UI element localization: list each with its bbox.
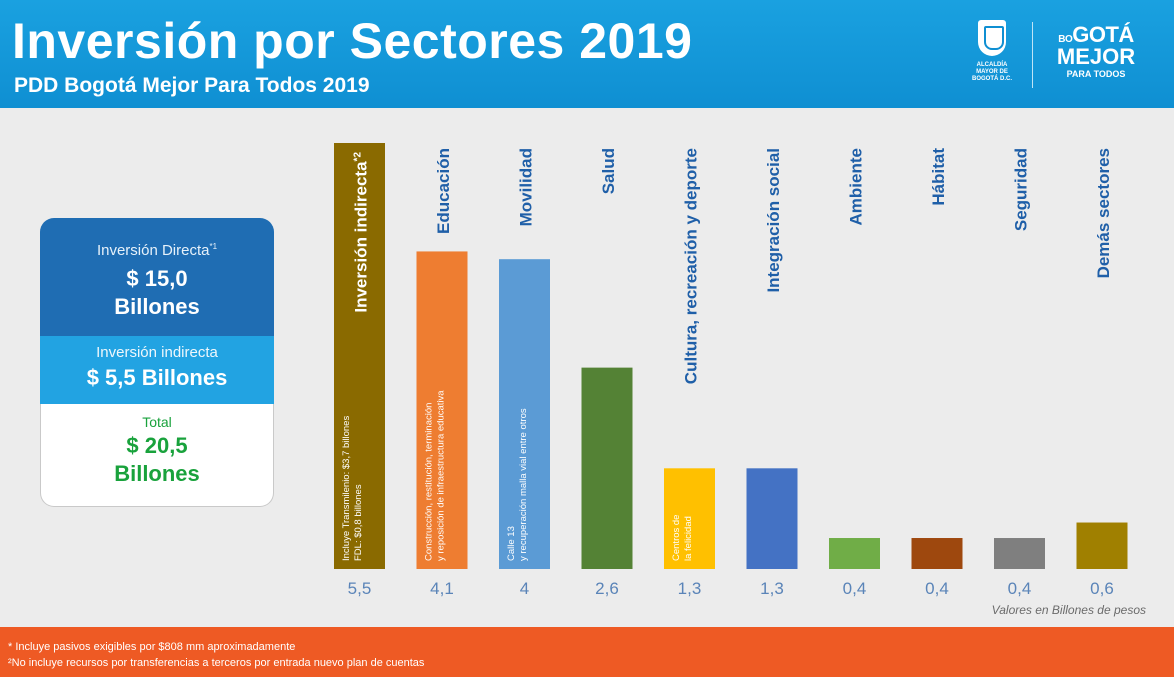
- header-banner: Inversión por Sectores 2019 PDD Bogotá M…: [0, 0, 1174, 108]
- category-label-seguridad: Seguridad: [1012, 148, 1031, 231]
- value-label-integracion-social: 1,3: [760, 579, 784, 598]
- category-label-cultura-recreacion-y-deporte: Cultura, recreación y deporte: [682, 148, 701, 384]
- category-label-ambiente: Ambiente: [847, 148, 866, 225]
- brand-line3: PARA TODOS: [1066, 69, 1126, 79]
- bar-integracion-social: [746, 468, 798, 569]
- footnote-1: * Incluye pasivos exigibles por $808 mm …: [8, 641, 296, 653]
- bar-annotation-movilidad-1: y recuperación malla vial entre otros: [518, 408, 529, 561]
- brand-logo: BOGOTÁ MEJOR PARA TODOS: [1046, 24, 1146, 79]
- direct-investment-unit: Billones: [114, 294, 200, 319]
- bar-annotation-movilidad-0: Calle 13: [506, 526, 517, 561]
- bar-ambiente: [829, 538, 880, 569]
- investment-summary: Inversión Directa*1 $ 15,0 Billones Inve…: [40, 218, 274, 507]
- bar-demas-sectores: [1076, 522, 1128, 569]
- bar-educacion: [416, 251, 468, 569]
- bar-inversion-indirecta: [334, 143, 385, 569]
- category-label-habitat: Hábitat: [929, 148, 948, 206]
- total-investment-value: $ 20,5: [126, 433, 188, 458]
- category-label-movilidad: Movilidad: [517, 148, 536, 226]
- direct-investment-marker: *1: [209, 242, 218, 251]
- direct-investment-value: $ 15,0: [126, 266, 188, 291]
- value-label-movilidad: 4: [520, 579, 529, 598]
- brand-line1-small: BO: [1058, 34, 1073, 45]
- indirect-investment-value: $ 5,5 Billones: [86, 365, 228, 390]
- bar-salud: [581, 367, 633, 569]
- bar-habitat: [911, 538, 963, 569]
- city-crest-logo: ALCALDÍA MAYOR DE BOGOTÁ D.C.: [968, 20, 1016, 92]
- bar-cultura-recreacion-y-deporte: [664, 468, 715, 569]
- value-label-habitat: 0,4: [925, 579, 949, 598]
- brand-line2: MEJOR: [1056, 44, 1136, 69]
- direct-investment-label: Inversión Directa: [96, 242, 210, 259]
- category-label-salud: Salud: [599, 148, 618, 194]
- value-label-inversion-indirecta: 5,5: [348, 579, 372, 598]
- page-subtitle: PDD Bogotá Mejor Para Todos 2019: [14, 74, 370, 97]
- page-title: Inversión por Sectores 2019: [12, 13, 693, 69]
- logo-divider: [1032, 22, 1033, 88]
- brand-line1: GOTÁ: [1072, 22, 1134, 47]
- value-label-ambiente: 0,4: [843, 579, 867, 598]
- bar-annotation-cultura-recreacion-y-deporte-0: Centros de: [671, 515, 682, 561]
- sector-bar-chart: Inversión indirecta*2 Incluye Transmileni…: [334, 143, 1146, 617]
- category-label-educacion: Educación: [434, 148, 453, 234]
- indirect-investment-box: Inversión indirecta $ 5,5 Billones: [40, 336, 274, 404]
- unit-note: Valores en Billones de pesos: [992, 603, 1146, 617]
- shield-icon: [978, 20, 1006, 56]
- category-label-demas-sectores: Demás sectores: [1094, 148, 1113, 278]
- footer-notes: * Incluye pasivos exigibles por $808 mm …: [0, 627, 1174, 677]
- bar-annotation-cultura-recreacion-y-deporte-1: la felicidad: [683, 516, 694, 561]
- value-label-demas-sectores: 0,6: [1090, 579, 1114, 598]
- direct-investment-box: Inversión Directa*1 $ 15,0 Billones: [40, 218, 274, 336]
- value-label-seguridad: 0,4: [1008, 579, 1032, 598]
- bar-annotation-inversion-indirecta-0: Incluye Transmilenio: $3,7 billones: [341, 416, 352, 561]
- value-label-cultura-recreacion-y-deporte: 1,3: [678, 579, 702, 598]
- indirect-investment-label: Inversión indirecta: [96, 344, 218, 361]
- footnote-2: ²No incluye recursos por transferencias …: [8, 657, 425, 669]
- bar-annotation-inversion-indirecta-1: FDL: $0,8 billones: [353, 484, 364, 561]
- total-investment-unit: Billones: [114, 461, 200, 486]
- category-label-inversion-indirecta: Inversión indirecta*2: [352, 152, 371, 313]
- value-label-educacion: 4,1: [430, 579, 454, 598]
- value-label-salud: 2,6: [595, 579, 619, 598]
- bar-movilidad: [499, 259, 550, 569]
- total-investment-label: Total: [142, 414, 172, 430]
- bar-annotation-educacion-0: Construcción, restitución, terminación: [424, 403, 435, 561]
- category-label-integracion-social: Integración social: [764, 148, 783, 293]
- category-label-marker: *2: [353, 152, 364, 162]
- crest-caption: ALCALDÍA MAYOR DE BOGOTÁ D.C.: [972, 62, 1012, 82]
- bar-seguridad: [994, 538, 1045, 569]
- bar-annotation-educacion-1: y reposición de infraestructura educativ…: [436, 390, 447, 561]
- total-investment-box: Total $ 20,5 Billones: [40, 404, 274, 507]
